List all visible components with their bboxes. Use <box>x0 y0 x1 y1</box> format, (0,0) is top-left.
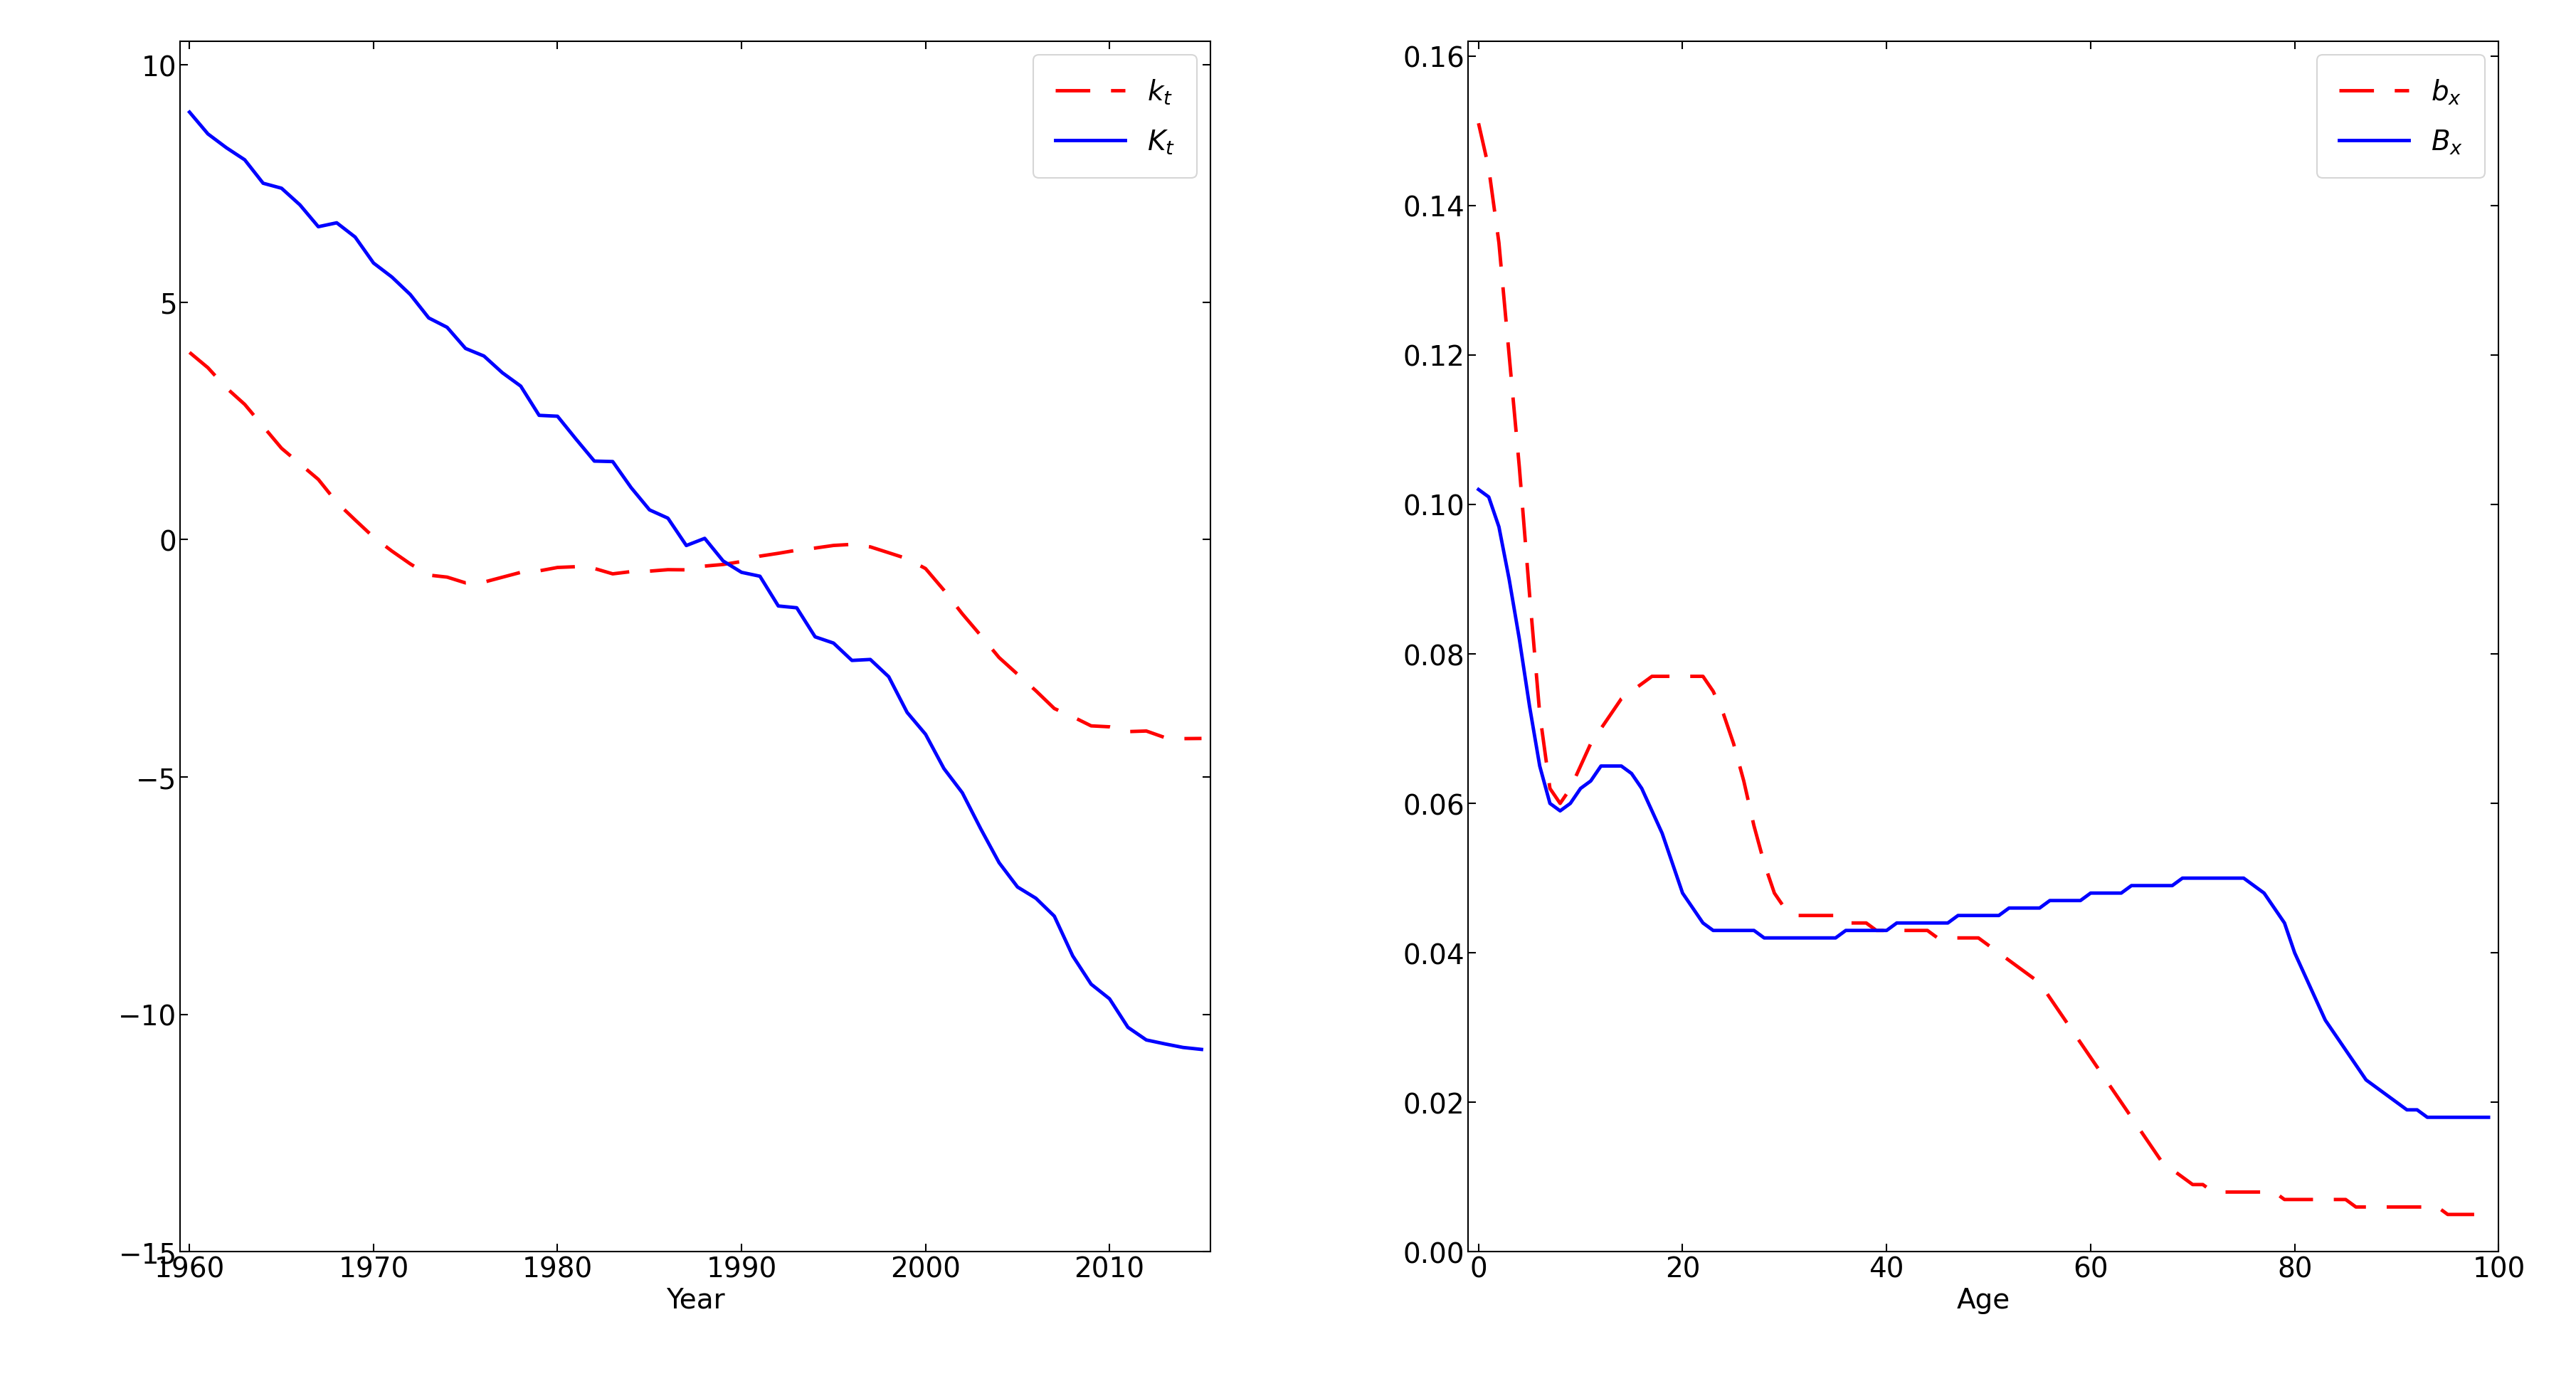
Legend: $b_x$, $B_x$: $b_x$, $B_x$ <box>2318 56 2486 178</box>
X-axis label: Age: Age <box>1958 1287 2009 1313</box>
X-axis label: Year: Year <box>667 1287 724 1313</box>
Legend: $k_t$, $K_t$: $k_t$, $K_t$ <box>1033 56 1198 178</box>
